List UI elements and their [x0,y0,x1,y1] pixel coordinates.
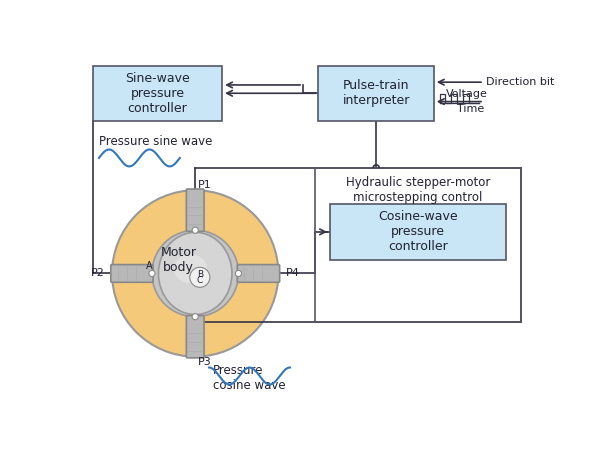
Circle shape [149,270,155,277]
FancyBboxPatch shape [237,265,280,282]
Text: Pressure
cosine wave: Pressure cosine wave [213,364,286,392]
Text: Hydraulic stepper-motor
microstepping control: Hydraulic stepper-motor microstepping co… [346,176,490,203]
FancyBboxPatch shape [186,189,204,231]
Circle shape [236,270,242,277]
FancyBboxPatch shape [111,265,153,282]
FancyBboxPatch shape [93,66,222,121]
Text: Direction bit: Direction bit [486,77,555,87]
FancyBboxPatch shape [186,315,204,358]
Circle shape [192,227,198,233]
Text: P3: P3 [198,357,212,367]
Text: Pressure sine wave: Pressure sine wave [99,135,212,148]
Text: Time: Time [457,104,484,114]
Text: Pulse-train
interpreter: Pulse-train interpreter [343,79,410,107]
Circle shape [112,190,278,356]
Text: P2: P2 [91,269,105,279]
Circle shape [192,314,198,320]
Text: Voltage: Voltage [446,89,487,99]
Text: Cosine-wave
pressure
controller: Cosine-wave pressure controller [378,210,458,253]
Text: C: C [197,276,203,285]
Text: P4: P4 [286,269,300,279]
Ellipse shape [174,254,207,283]
Text: B: B [197,270,203,279]
FancyBboxPatch shape [330,204,506,260]
Text: Motor
body: Motor body [160,246,196,274]
FancyBboxPatch shape [318,66,434,121]
Ellipse shape [158,232,232,315]
Text: Sine-wave
pressure
controller: Sine-wave pressure controller [125,72,190,115]
Text: P1: P1 [198,180,212,190]
Circle shape [152,230,239,317]
Text: A: A [146,261,152,271]
Circle shape [190,267,210,287]
